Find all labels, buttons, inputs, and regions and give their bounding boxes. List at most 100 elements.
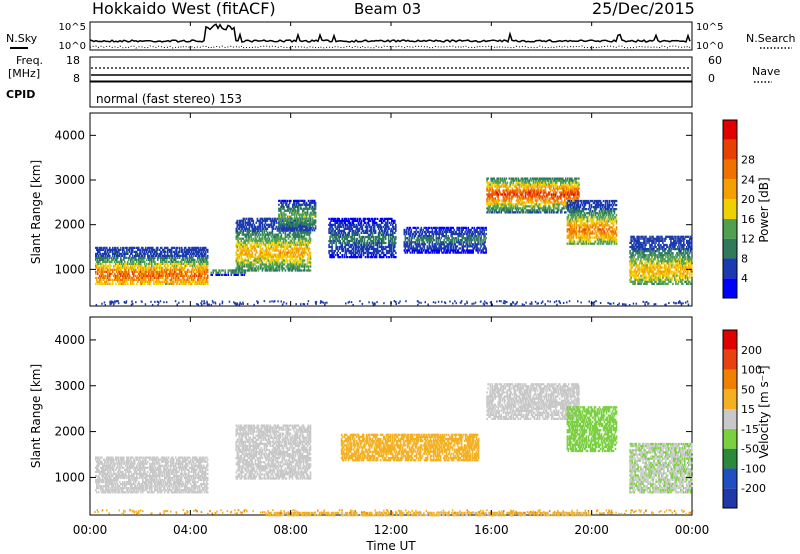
data-cell: [121, 282, 123, 285]
data-cell: [486, 177, 488, 180]
data-cell: [386, 219, 389, 222]
data-cell: [120, 268, 122, 271]
data-cell: [262, 255, 265, 258]
data-cell: [469, 251, 471, 254]
data-cell: [276, 269, 279, 272]
data-cell: [285, 259, 288, 262]
data-cell: [300, 235, 303, 238]
data-cell: [241, 251, 244, 254]
data-cell: [360, 223, 363, 226]
data-cell: [435, 249, 438, 252]
data-cell: [457, 239, 459, 242]
data-cell: [291, 229, 293, 232]
data-cell: [283, 205, 285, 208]
data-cell: [96, 280, 98, 283]
data-cell: [451, 226, 453, 229]
data-cell: [299, 259, 302, 262]
data-cell: [103, 260, 105, 263]
data-cell: [132, 280, 134, 283]
data-cell: [274, 239, 277, 242]
data-cell: [491, 197, 493, 200]
data-cell: [277, 237, 280, 240]
data-cell: [366, 229, 369, 232]
data-cell: [169, 262, 172, 265]
data-cell: [160, 270, 163, 273]
data-cell: [250, 235, 253, 238]
data-cell: [103, 268, 105, 271]
data-cell: [284, 229, 286, 232]
data-cell: [334, 231, 336, 234]
data-cell: [287, 249, 290, 252]
data-cell: [292, 213, 294, 216]
data-cell: [212, 269, 214, 272]
data-cell: [256, 257, 259, 260]
data-cell: [238, 219, 241, 222]
data-cell: [473, 245, 475, 248]
data-cell: [420, 249, 423, 252]
data-cell: [408, 226, 411, 229]
data-cell: [357, 223, 360, 226]
data-cell: [294, 249, 297, 252]
data-cell: [307, 239, 310, 242]
data-cell: [352, 225, 355, 228]
data-cell: [185, 254, 188, 257]
data-cell: [301, 227, 304, 230]
data-cell: [190, 282, 193, 285]
data-cell: [505, 211, 508, 214]
data-cell: [417, 239, 420, 242]
data-cell: [409, 241, 412, 244]
data-cell: [206, 274, 209, 277]
data-cell: [270, 265, 273, 268]
data-cell: [363, 241, 366, 245]
data-cell: [307, 265, 310, 268]
data-cell: [403, 230, 406, 234]
data-cell: [237, 239, 240, 242]
data-cell: [203, 274, 206, 277]
data-cell: [377, 239, 380, 243]
data-cell: [404, 235, 407, 238]
data-cell: [472, 237, 474, 240]
data-cell: [502, 207, 505, 210]
data-cell: [278, 229, 280, 232]
data-cell: [278, 237, 281, 240]
data-cell: [241, 223, 244, 226]
data-cell: [502, 203, 505, 206]
data-cell: [245, 217, 248, 220]
data-cell: [351, 227, 354, 230]
data-cell: [431, 251, 434, 254]
data-cell: [279, 251, 282, 254]
data-cell: [387, 233, 390, 236]
data-cell: [347, 221, 350, 224]
data-cell: [161, 276, 164, 279]
data-cell: [167, 248, 170, 251]
data-cell: [259, 225, 262, 228]
data-cell: [437, 237, 439, 240]
data-cell: [340, 231, 342, 234]
data-cell: [426, 249, 429, 252]
data-cell: [368, 237, 371, 241]
data-cell: [348, 249, 351, 253]
data-cell: [247, 233, 250, 236]
data-cell: [149, 274, 151, 277]
data-cell: [296, 265, 299, 268]
data-cell: [268, 223, 271, 226]
data-cell: [180, 248, 183, 251]
data-cell: [198, 264, 201, 267]
data-cell: [373, 225, 376, 228]
data-cell: [267, 255, 270, 258]
data-cell: [118, 248, 120, 251]
data-cell: [289, 239, 292, 242]
data-cell: [158, 272, 161, 275]
data-cell: [504, 183, 507, 186]
data-cell: [303, 203, 306, 206]
data-cell: [301, 229, 304, 232]
data-cell: [281, 267, 284, 270]
data-cell: [406, 226, 409, 229]
data-cell: [184, 280, 187, 283]
data-cell: [122, 278, 124, 281]
data-cell: [475, 249, 477, 252]
data-cell: [313, 211, 316, 214]
data-cell: [129, 276, 131, 279]
data-cell: [183, 278, 186, 281]
data-cell: [429, 235, 432, 238]
